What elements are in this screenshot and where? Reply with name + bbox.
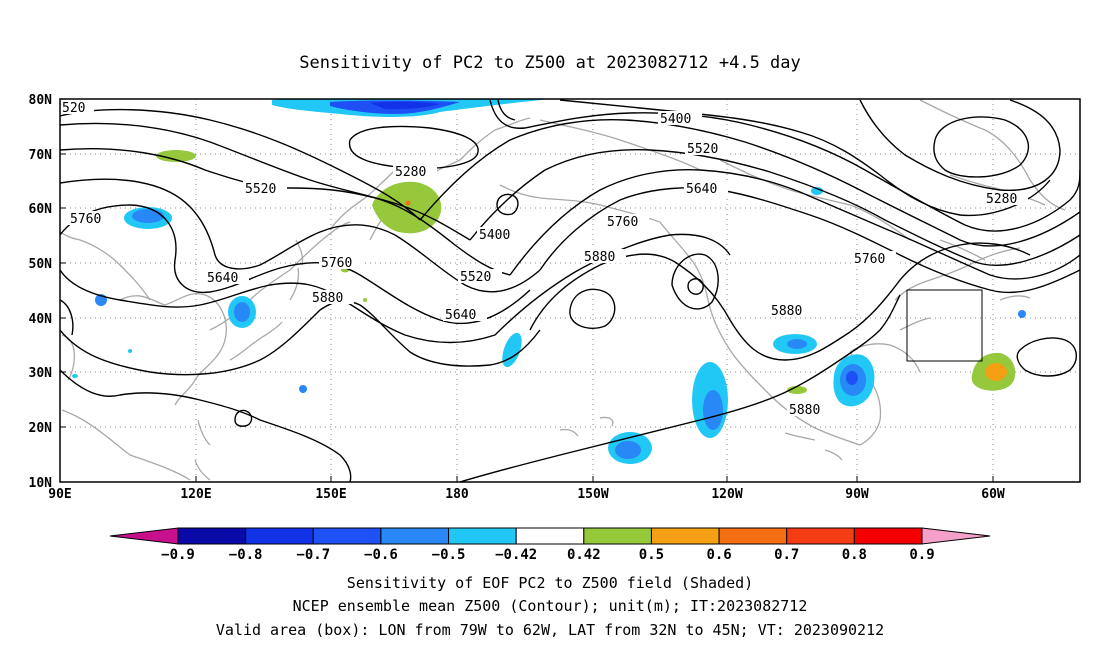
colorbar-swatch bbox=[583, 527, 652, 545]
contour-label: 5640 bbox=[445, 308, 476, 323]
colorbar-label: 0.5 bbox=[639, 547, 664, 563]
colorbar-label: 0.7 bbox=[774, 547, 799, 563]
colorbar-label: −0.6 bbox=[364, 547, 398, 563]
contour-label: 5520 bbox=[687, 142, 718, 157]
contour-label: 5400 bbox=[660, 112, 691, 127]
sensitivity-shading bbox=[72, 99, 1026, 464]
lat-label: 80N bbox=[29, 93, 53, 108]
lon-label: 90E bbox=[48, 487, 71, 502]
lat-label: 60N bbox=[29, 202, 53, 217]
tick-marks bbox=[60, 98, 994, 482]
colorbar-label: 0.42 bbox=[567, 547, 601, 563]
colorbar-label: 0.6 bbox=[706, 547, 731, 563]
colorbar-swatch bbox=[515, 527, 585, 545]
colorbar-swatch bbox=[718, 527, 788, 545]
longitude-labels: 90E 120E 150E 180 150W 120W 90W 60W bbox=[48, 487, 1005, 502]
colorbar-swatch bbox=[650, 527, 720, 545]
caption-line-2: NCEP ensemble mean Z500 (Contour); unit(… bbox=[293, 597, 808, 615]
lon-label: 60W bbox=[981, 487, 1005, 502]
contour-label: 5760 bbox=[321, 256, 352, 271]
colorbar-swatch bbox=[786, 527, 855, 545]
lat-label: 10N bbox=[29, 476, 53, 491]
colorbar: −0.9 −0.8 −0.7 −0.6 −0.5 −0.42 0.42 0.5 0.6 0.7 0.… bbox=[109, 527, 991, 563]
colorbar-swatch bbox=[380, 527, 450, 545]
lon-label: 90W bbox=[845, 487, 869, 502]
coastlines bbox=[60, 99, 1066, 481]
lat-label: 50N bbox=[29, 257, 53, 272]
contour-label: 5640 bbox=[207, 271, 238, 286]
lon-label: 150W bbox=[577, 487, 608, 502]
lat-label: 20N bbox=[29, 421, 53, 436]
caption-line-3: Valid area (box): LON from 79W to 62W, L… bbox=[216, 621, 884, 639]
colorbar-swatch bbox=[245, 527, 314, 545]
contour-label: 5520 bbox=[460, 270, 491, 285]
lon-label: 180 bbox=[445, 487, 469, 502]
colorbar-swatch bbox=[853, 527, 923, 545]
contour-label: 5280 bbox=[986, 192, 1017, 207]
contour-label: 5520 bbox=[245, 182, 276, 197]
colorbar-swatch bbox=[448, 527, 517, 545]
colorbar-label: 0.9 bbox=[909, 547, 934, 563]
contour-label: 5760 bbox=[607, 215, 638, 230]
latitude-labels: 80N 70N 60N 50N 40N 30N 20N 10N bbox=[29, 93, 53, 491]
colorbar-label: −0.7 bbox=[296, 547, 330, 563]
lat-label: 30N bbox=[29, 366, 53, 381]
colorbar-label: −0.8 bbox=[229, 547, 263, 563]
colorbar-label: −0.42 bbox=[495, 547, 537, 563]
contour-label: 520 bbox=[62, 101, 85, 116]
lon-label: 150E bbox=[315, 487, 346, 502]
contour-label: 5880 bbox=[789, 403, 820, 418]
colorbar-label: −0.9 bbox=[161, 547, 195, 563]
map-border bbox=[59, 98, 1081, 483]
contour-label: 5400 bbox=[479, 228, 510, 243]
colorbar-swatch bbox=[177, 527, 247, 545]
contour-label: 5880 bbox=[312, 291, 343, 306]
lat-label: 70N bbox=[29, 148, 53, 163]
colorbar-min-triangle bbox=[109, 527, 179, 545]
lat-label: 40N bbox=[29, 312, 53, 327]
contour-label: 5640 bbox=[686, 182, 717, 197]
lon-label: 120W bbox=[711, 487, 742, 502]
contour-label: 5760 bbox=[70, 212, 101, 227]
contour-label: 5760 bbox=[854, 252, 885, 267]
colorbar-label: −0.5 bbox=[432, 547, 466, 563]
contour-label: 5280 bbox=[395, 165, 426, 180]
valid-area-box bbox=[906, 289, 983, 362]
lon-label: 120E bbox=[180, 487, 211, 502]
z500-contours bbox=[60, 99, 1080, 482]
contour-label: 5880 bbox=[771, 304, 802, 319]
contour-label: 5880 bbox=[584, 250, 615, 265]
colorbar-label: 0.8 bbox=[842, 547, 867, 563]
colorbar-swatch bbox=[312, 527, 382, 545]
contour-labels: 520 5400 5520 5280 5520 5640 5760 5760 5… bbox=[60, 100, 1028, 418]
caption-line-1: Sensitivity of EOF PC2 to Z500 field (Sh… bbox=[347, 574, 753, 592]
map-title: Sensitivity of PC2 to Z500 at 2023082712… bbox=[299, 53, 801, 73]
colorbar-max-triangle bbox=[921, 527, 991, 545]
